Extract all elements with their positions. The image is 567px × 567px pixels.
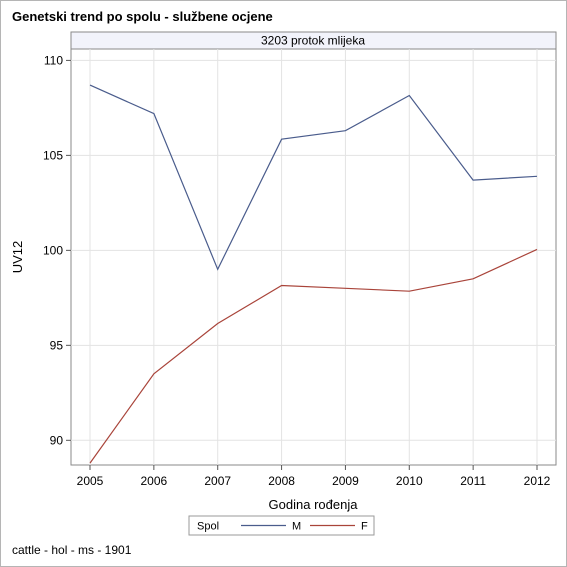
series-lines [89,84,538,464]
legend-title: Spol [197,521,219,533]
y-tick-label: 105 [43,148,63,162]
legend-label-m: M [292,521,301,533]
y-tick-label: 95 [50,338,64,352]
footnote: cattle - hol - ms - 1901 [12,543,132,557]
legend-label-f: F [361,521,368,533]
x-tick-label: 2011 [460,474,486,488]
panel-label: 3203 protok mlijeka [261,34,365,48]
y-tick-label: 90 [50,433,64,447]
x-tick-label: 2010 [396,474,423,488]
series-line-m [89,84,538,271]
y-tick-label: 100 [43,243,63,257]
x-tick-label: 2009 [332,474,359,488]
grid [71,49,556,465]
x-axis-label: Godina rođenja [269,497,359,512]
y-tick-label: 110 [44,53,63,67]
legend: Spol M F [188,515,375,536]
x-tick-label: 2012 [524,474,551,488]
x-axis-ticks: 2005 2006 2007 2008 2009 2010 2011 2012 [77,465,551,488]
plot-area [70,48,557,466]
x-tick-label: 2007 [204,474,231,488]
x-tick-label: 2005 [77,474,104,488]
y-axis-label: UV12 [10,241,25,274]
series-line-f [89,248,538,464]
x-tick-label: 2006 [141,474,168,488]
x-tick-label: 2008 [268,474,295,488]
y-axis-ticks: 90 95 100 105 110 [43,53,71,447]
chart-title: Genetski trend po spolu - službene ocjen… [12,9,273,24]
